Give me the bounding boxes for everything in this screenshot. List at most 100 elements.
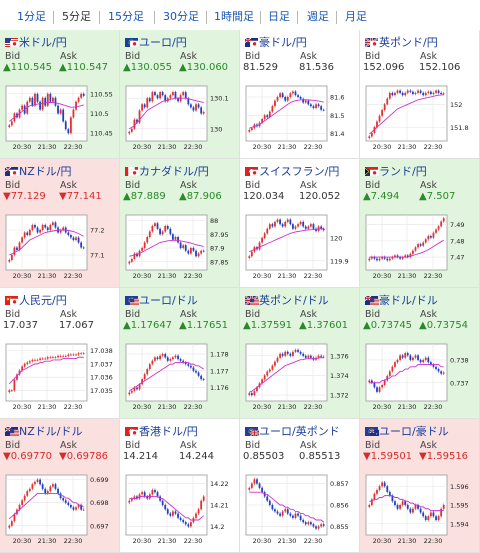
candlestick-chart[interactable]: 0.857 0.856 0.855 20:30 21:30 22:30 (243, 471, 355, 547)
candlestick-chart[interactable]: 17.038 17.037 17.036 17.035 20:30 21:30 22:30 (3, 340, 115, 413)
candle-body (276, 97, 279, 101)
candlestick-chart[interactable]: 0.699 0.698 0.697 20:30 21:30 22:30 (3, 471, 115, 547)
pair-title[interactable]: 米ドル/円 (5, 34, 67, 49)
currency-card[interactable]: ランド/円 Bid Ask ▲7.494 ▲7.507 7.49 7.48 7.47 20:30… (360, 159, 480, 288)
candlestick-chart[interactable]: 130.1 130 20:30 21:30 22:30 (123, 82, 235, 153)
pair-title[interactable]: ユーロ/円 (125, 34, 187, 49)
candle-body (34, 93, 36, 106)
x-tick-label: 21:30 (278, 403, 297, 411)
candle-body (266, 228, 269, 234)
pair-title[interactable]: ユーロ/ドル (125, 292, 198, 307)
currency-card[interactable]: 豪ドル/円 Bid Ask 81.529 81.536 81.6 81.5 81.4 20:30… (240, 30, 360, 159)
currency-card[interactable]: 米ドル/円 Bid Ask ▲110.545 ▲110.547 110.55 110.5 11… (0, 30, 120, 159)
tab-monthly[interactable]: 月足 (345, 10, 367, 23)
candle-body (248, 487, 251, 490)
pair-title[interactable]: NZドル/ドル (4, 423, 82, 438)
candle-body (388, 371, 391, 376)
tab-30min[interactable]: 30分足 (163, 10, 199, 23)
candlestick-chart[interactable]: 120 119.9 20:30 21:30 22:30 (243, 211, 355, 282)
candle-body (309, 104, 312, 107)
currency-card[interactable]: NZドル/ドル Bid Ask ▼0.69770 ▼0.69786 0.699 0.698 0… (0, 419, 120, 553)
currency-card[interactable]: ユーロ/円 Bid Ask ▲130.055 ▲130.060 130.1 130 20:30… (120, 30, 240, 159)
bid-label: Bid (125, 440, 141, 451)
candle-body (271, 224, 274, 227)
candlestick-chart[interactable]: 1.376 1.374 1.372 20:30 21:30 22:30 (243, 340, 355, 413)
tab-daily[interactable]: 日足 (268, 10, 290, 23)
ask-value: ▲1.37601 (299, 320, 349, 331)
currency-card[interactable]: カナダドル/円 Bid Ask ▲87.889 ▲87.906 88 87.95 87.9 87… (120, 159, 240, 288)
candle-body (302, 520, 305, 523)
pair-title[interactable]: 人民元/円 (5, 292, 67, 307)
candle-body (192, 248, 195, 251)
currency-card[interactable]: スイスフラン/円 Bid Ask 120.034 120.052 120 119.9 20:3… (240, 159, 360, 288)
pair-title[interactable]: 英ポンド/円 (364, 34, 438, 49)
candle-body (427, 516, 430, 520)
flag-pair-icon (245, 166, 260, 177)
currency-card[interactable]: NZドル/円 Bid Ask ▼77.129 ▼77.141 77.2 77.1 20:30 2… (0, 159, 120, 288)
candle-body (248, 130, 251, 132)
currency-card[interactable]: ユーロ/ドル Bid Ask ▲1.17647 ▲1.17651 1.178 1.177 1.… (120, 288, 240, 419)
candlestick-chart[interactable]: 14.22 14.21 14.2 20:30 21:30 22:30 (123, 471, 235, 547)
x-tick-label: 21:30 (38, 403, 57, 411)
x-tick-label: 21:30 (158, 272, 177, 280)
candlestick-chart[interactable]: 152 151.8 20:30 21:30 22:30 (363, 82, 475, 153)
candle-body (54, 97, 57, 106)
currency-card[interactable]: ユーロ/豪ドル Bid Ask ▼1.59501 ▼1.59516 1.596 1.595 1… (360, 419, 480, 553)
candle-body (424, 239, 427, 243)
candle-body (417, 355, 419, 360)
candlestick-chart[interactable]: 7.49 7.48 7.47 20:30 21:30 22:30 (363, 211, 475, 282)
pair-title[interactable]: スイスフラン/円 (245, 163, 339, 178)
candle-body (368, 136, 371, 139)
pair-title[interactable]: カナダドル/円 (125, 163, 209, 178)
currency-card[interactable]: 英ポンド/ドル Bid Ask ▲1.37591 ▲1.37601 1.376 1.374 1… (240, 288, 360, 419)
candlestick-chart[interactable]: 0.738 0.737 20:30 21:30 22:30 (363, 340, 475, 413)
currency-card[interactable]: 人民元/円 Bid Ask 17.037 17.067 17.038 17.037 17.03… (0, 288, 120, 419)
y-tick-label: 151.8 (450, 124, 469, 132)
pair-title[interactable]: ランド/円 (364, 163, 427, 178)
y-tick-label: 152 (450, 101, 462, 109)
x-tick-label: 20:30 (373, 272, 392, 280)
tab-5min[interactable]: 5分足 (62, 10, 91, 23)
pair-title[interactable]: 豪ドル/ドル (364, 292, 438, 307)
ask-label: Ask (180, 51, 197, 62)
candle-body (130, 390, 133, 393)
candle-body (141, 248, 144, 251)
candle-body (13, 247, 16, 255)
candle-body (383, 380, 386, 386)
x-tick-label: 21:30 (398, 537, 417, 545)
pair-title[interactable]: 英ポンド/ドル (244, 292, 329, 307)
currency-card[interactable]: 豪ドル/ドル Bid Ask ▲0.73745 ▲0.73754 0.738 0.737 20… (360, 288, 480, 419)
ask-label: Ask (60, 309, 77, 320)
pair-title[interactable]: ユーロ/豪ドル (365, 423, 449, 438)
y-tick-label: 81.4 (330, 130, 344, 138)
y-tick-label: 120 (330, 234, 342, 242)
moving-average-line (8, 356, 84, 385)
candle-body (195, 513, 197, 518)
candle-body (141, 104, 144, 111)
ask-value: 120.052 (299, 191, 341, 202)
candlestick-chart[interactable]: 1.596 1.595 1.594 20:30 21:30 22:30 (363, 471, 475, 547)
candle-body (164, 95, 167, 102)
pair-title[interactable]: NZドル/円 (4, 163, 71, 178)
ask-value: ▲1.17651 (179, 320, 229, 331)
candle-body (289, 353, 292, 356)
candlestick-chart[interactable]: 110.55 110.5 110.45 20:30 21:30 22:30 (3, 82, 115, 153)
currency-card[interactable]: 香港ドル/円 Bid Ask 14.214 14.244 14.22 14.21 14.2 20… (120, 419, 240, 553)
tab-1min[interactable]: 1分足 (17, 10, 46, 23)
currency-card[interactable]: 英ポンド/円 Bid Ask 152.096 152.106 152 151.8 20:30 2… (360, 30, 480, 159)
candlestick-chart[interactable]: 81.6 81.5 81.4 20:30 21:30 22:30 (243, 82, 355, 153)
candle-body (394, 362, 396, 367)
pair-title[interactable]: ユーロ/英ポンド (245, 423, 340, 438)
tab-weekly[interactable]: 週足 (307, 10, 329, 23)
currency-card[interactable]: ユーロ/英ポンド Bid Ask 0.85503 0.85513 0.857 0.856 0.… (240, 419, 360, 553)
pair-title[interactable]: 豪ドル/円 (244, 34, 307, 49)
tab-15min[interactable]: 15分足 (108, 10, 144, 23)
candlestick-chart[interactable]: 1.178 1.177 1.176 20:30 21:30 22:30 (123, 340, 235, 413)
candlestick-chart[interactable]: 88 87.95 87.9 87.85 20:30 21:30 22:30 (123, 211, 235, 282)
tab-1hour[interactable]: 1時間足 (214, 10, 254, 23)
candle-body (253, 391, 256, 396)
pair-title[interactable]: 香港ドル/円 (125, 423, 198, 438)
candlestick-chart[interactable]: 77.2 77.1 20:30 21:30 22:30 (3, 211, 115, 282)
x-tick-label: 22:30 (424, 537, 443, 545)
moving-average-line (368, 94, 444, 135)
